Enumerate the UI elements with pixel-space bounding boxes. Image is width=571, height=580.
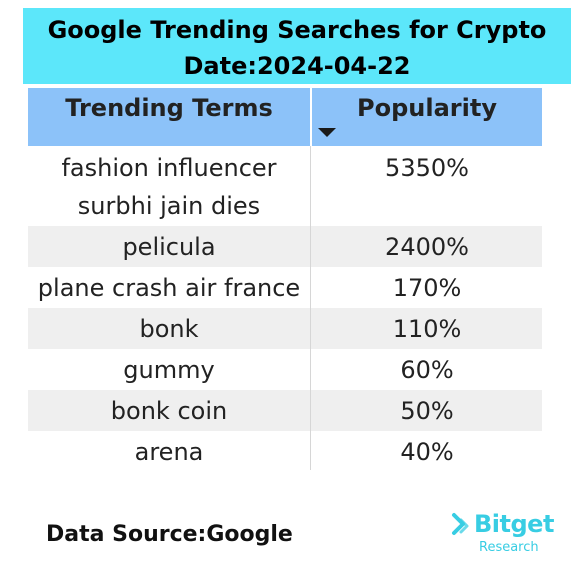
term-line: bonk coin [110, 397, 228, 425]
title-banner: Google Trending Searches for Crypto Date… [23, 8, 571, 84]
cell-trending-term: bonk [28, 310, 310, 348]
cell-popularity: 110% [392, 315, 462, 343]
term-line: bonk [139, 315, 199, 343]
sort-descending-icon[interactable] [318, 128, 336, 137]
term-line: plane crash air france [37, 274, 301, 302]
term-line: pelicula [122, 233, 216, 261]
table-row: arena 40% [28, 431, 542, 472]
table-body: fashion influencer surbhi jain dies 5350% p… [28, 146, 542, 472]
brand-name: Bitget [474, 510, 554, 538]
cell-trending-term: pelicula [28, 228, 310, 266]
cell-trending-term: bonk coin [28, 392, 310, 430]
bitget-logo-icon [452, 513, 469, 535]
cell-popularity: 60% [400, 356, 454, 384]
column-header-trending-terms[interactable]: Trending Terms [65, 94, 273, 122]
cell-popularity: 5350% [385, 154, 469, 182]
term-line: fashion influencer [61, 154, 277, 182]
term-line: surbhi jain dies [77, 192, 261, 220]
cell-popularity: 170% [392, 274, 462, 302]
cell-popularity: 2400% [385, 233, 469, 261]
page-date: Date:2024-04-22 [183, 52, 411, 80]
table-row: plane crash air france 170% [28, 267, 542, 308]
table-row: pelicula 2400% [28, 226, 542, 267]
page-title: Google Trending Searches for Crypto [47, 16, 547, 44]
cell-trending-term: plane crash air france [28, 269, 310, 307]
column-header-popularity[interactable]: Popularity [357, 94, 497, 122]
data-source-label: Data Source:Google [46, 522, 293, 547]
table-row: bonk 110% [28, 308, 542, 349]
column-divider [310, 146, 311, 470]
table-row: bonk coin 50% [28, 390, 542, 431]
table-row: fashion influencer surbhi jain dies 5350% [28, 146, 542, 226]
cell-popularity: 40% [400, 438, 454, 466]
table-header: Trending Terms Popularity [28, 88, 542, 146]
cell-trending-term: gummy [28, 351, 310, 389]
term-line: arena [134, 438, 204, 466]
table-row: gummy 60% [28, 349, 542, 390]
trending-table: Trending Terms Popularity fashion influe… [28, 88, 542, 472]
term-line: gummy [123, 356, 215, 384]
bitget-research-logo: Bitget Research [448, 510, 558, 560]
cell-popularity: 50% [400, 397, 454, 425]
cell-trending-term: arena [28, 433, 310, 471]
brand-subtitle: Research [479, 540, 539, 555]
header-divider [310, 88, 312, 146]
cell-trending-term: fashion influencer surbhi jain dies [28, 149, 310, 225]
